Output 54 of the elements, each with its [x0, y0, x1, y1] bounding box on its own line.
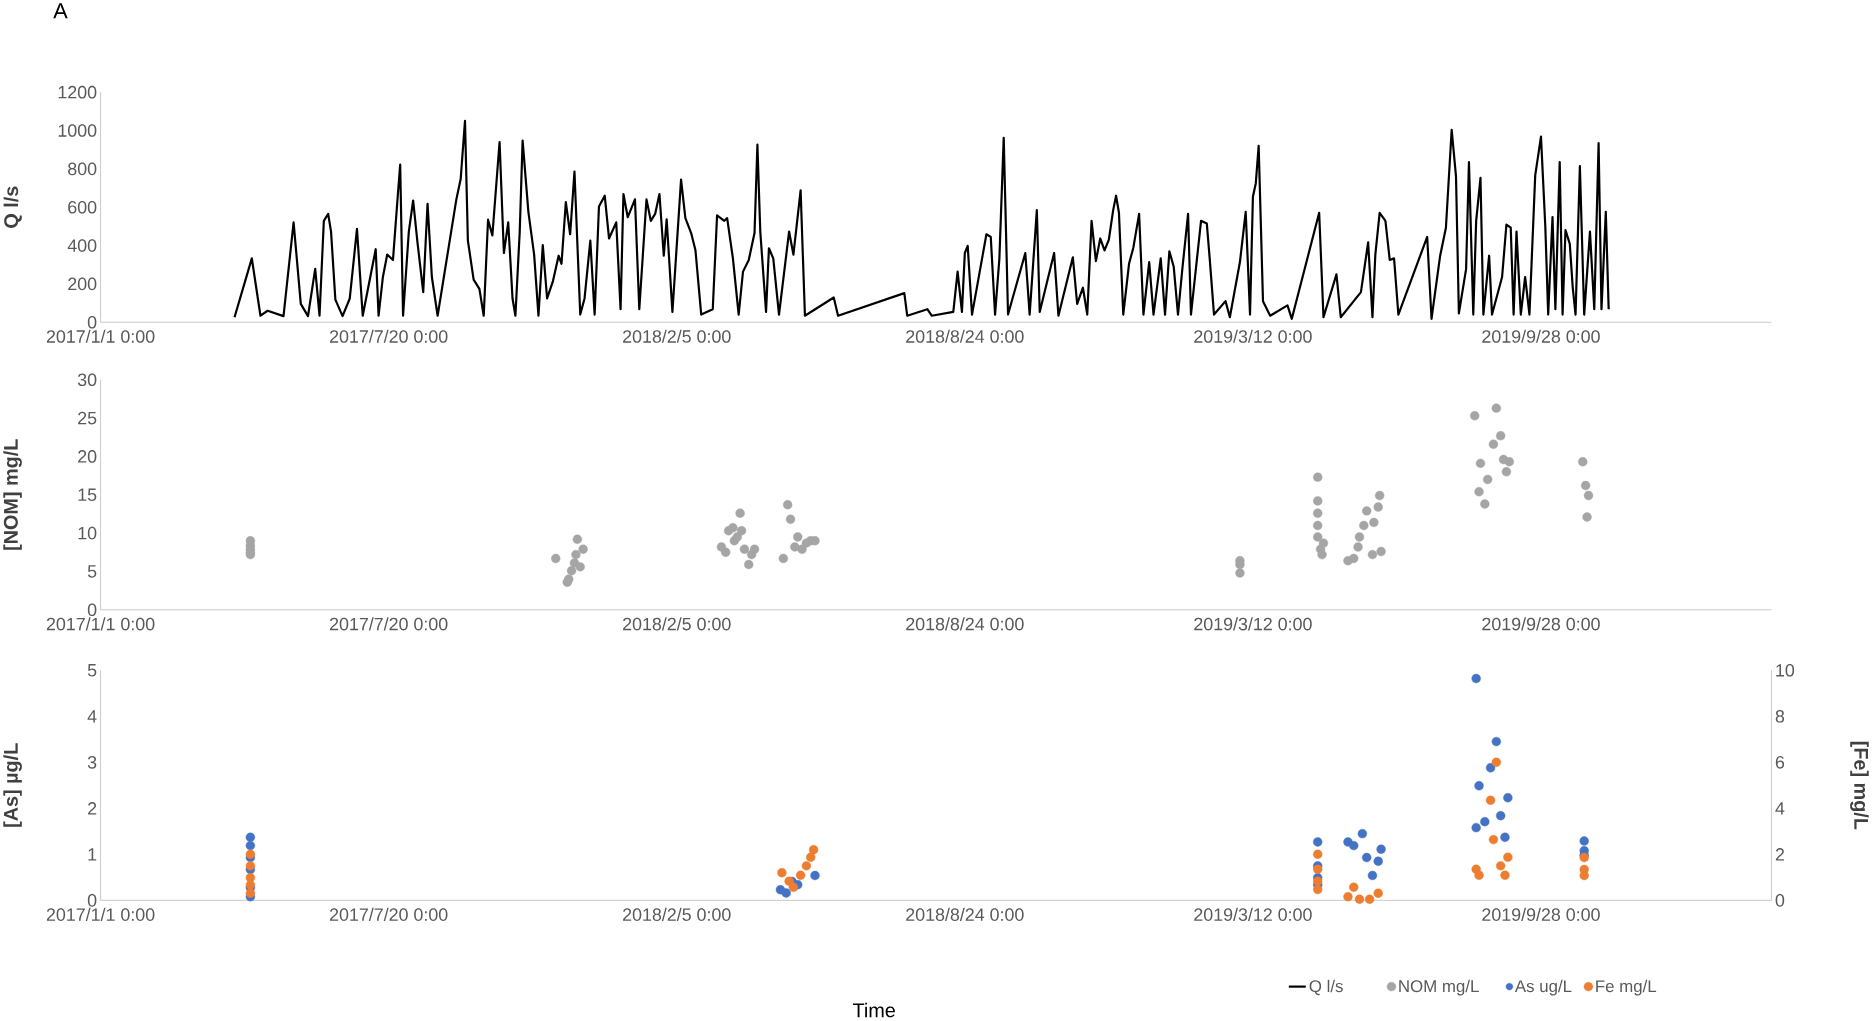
x-tick-label: 2017/1/1 0:00 [46, 617, 155, 631]
y-tick-label: 30 [77, 373, 97, 387]
y-tick-label: 1 [88, 848, 97, 861]
y-tick-label: 2 [88, 802, 97, 815]
y-tick-label: 10 [78, 526, 97, 540]
legend-label: Fe mg/L [1596, 979, 1657, 996]
x-tick-label: 2019/9/28 0:00 [1482, 329, 1600, 343]
y-tick-label: 5 [87, 664, 97, 677]
y-tick-label: 4 [87, 710, 97, 723]
y-tick-label: 3 [87, 756, 97, 769]
y-tick-label: 1000 [58, 124, 97, 138]
y2-tick-label: 6 [1775, 756, 1785, 769]
x-tick-label: 2018/8/24 0:00 [906, 329, 1024, 343]
y2-tick-label: 0 [1775, 894, 1785, 907]
y-tick-label: 1200 [58, 86, 97, 99]
x-tick-label: 2019/3/12 0:00 [1194, 329, 1312, 343]
x-tick-label: 2017/7/20 0:00 [330, 617, 448, 631]
y-tick-label: 200 [68, 277, 97, 291]
x-tick-label: 2019/3/12 0:00 [1194, 908, 1312, 922]
x-tick-label: 2019/9/28 0:00 [1482, 908, 1600, 922]
x-tick-label: 2017/7/20 0:00 [330, 329, 448, 343]
y-tick-label: 600 [68, 201, 97, 214]
x-tick-label: 2019/3/12 0:00 [1194, 617, 1312, 631]
y-axis-title: Q l/s [3, 186, 22, 229]
legend-label: Q l/s [1309, 979, 1343, 996]
x-axis-title: Time [852, 1002, 895, 1018]
y2-tick-label: 4 [1775, 802, 1785, 815]
legend-label: NOM mg/L [1399, 979, 1479, 996]
y2-tick-label: 2 [1775, 848, 1784, 861]
x-tick-label: 2017/1/1 0:00 [46, 329, 155, 343]
x-tick-label: 2018/2/5 0:00 [623, 908, 731, 922]
x-tick-label: 2019/9/28 0:00 [1482, 617, 1600, 631]
y2-tick-label: 8 [1775, 710, 1785, 723]
x-tick-label: 2018/2/5 0:00 [623, 617, 731, 631]
y2-tick-label: 10 [1776, 664, 1795, 677]
y-tick-label: 5 [87, 565, 97, 578]
y-tick-label: 800 [68, 162, 97, 176]
x-tick-label: 2018/8/24 0:00 [906, 908, 1024, 922]
chart-title: A [53, 3, 68, 19]
y2-axis-title: [Fe] mg/L [1850, 742, 1869, 830]
x-tick-label: 2018/8/24 0:00 [906, 617, 1024, 631]
y-tick-label: 0 [87, 316, 97, 329]
y-tick-label: 0 [87, 894, 97, 907]
y-tick-label: 15 [78, 488, 97, 502]
legend-label: As ug/L [1514, 979, 1572, 996]
y-axis-title: [NOM] mg/L [3, 439, 22, 551]
y-tick-label: 0 [87, 603, 97, 617]
x-tick-label: 2018/2/5 0:00 [623, 329, 731, 343]
x-tick-label: 2017/7/20 0:00 [330, 908, 448, 922]
x-tick-label: 2017/1/1 0:00 [46, 908, 155, 922]
y-tick-label: 25 [78, 411, 97, 425]
y-tick-label: 20 [78, 450, 97, 463]
y-tick-label: 400 [67, 239, 97, 253]
y-axis-title: [As] µg/L [3, 743, 22, 828]
